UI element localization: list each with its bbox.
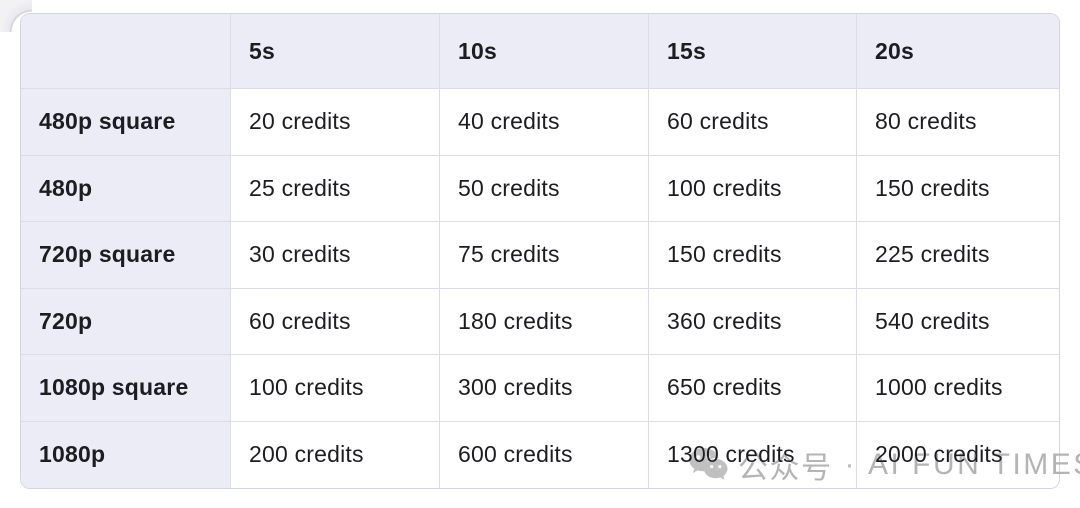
column-header-20s: 20s bbox=[857, 14, 1059, 89]
table-cell: 1000 credits bbox=[857, 355, 1059, 422]
table-cell: 25 credits bbox=[231, 155, 440, 222]
table-cell: 100 credits bbox=[649, 155, 857, 222]
table-cell: 2000 credits bbox=[857, 421, 1059, 488]
table-cell: 20 credits bbox=[231, 89, 440, 156]
column-header-10s: 10s bbox=[440, 14, 649, 89]
row-header-720p: 720p bbox=[21, 288, 231, 355]
column-header-15s: 15s bbox=[649, 14, 857, 89]
column-header-5s: 5s bbox=[231, 14, 440, 89]
table-cell: 150 credits bbox=[649, 222, 857, 289]
table-cell: 60 credits bbox=[231, 288, 440, 355]
table-cell: 40 credits bbox=[440, 89, 649, 156]
row-header-480p-square: 480p square bbox=[21, 89, 231, 156]
table-cell: 50 credits bbox=[440, 155, 649, 222]
table-cell: 300 credits bbox=[440, 355, 649, 422]
table-cell: 80 credits bbox=[857, 89, 1059, 156]
table-cell: 60 credits bbox=[649, 89, 857, 156]
table-cell: 1300 credits bbox=[649, 421, 857, 488]
table-cell: 600 credits bbox=[440, 421, 649, 488]
row-header-1080p: 1080p bbox=[21, 421, 231, 488]
pricing-table: 5s 10s 15s 20s 480p square 20 credits 40… bbox=[20, 13, 1060, 489]
table-cell: 650 credits bbox=[649, 355, 857, 422]
table-cell: 30 credits bbox=[231, 222, 440, 289]
table-cell: 180 credits bbox=[440, 288, 649, 355]
table-cell: 360 credits bbox=[649, 288, 857, 355]
row-header-480p: 480p bbox=[21, 155, 231, 222]
table-cell: 150 credits bbox=[857, 155, 1059, 222]
table-corner-cell bbox=[21, 14, 231, 89]
table-cell: 100 credits bbox=[231, 355, 440, 422]
row-header-1080p-square: 1080p square bbox=[21, 355, 231, 422]
table-cell: 540 credits bbox=[857, 288, 1059, 355]
table-cell: 200 credits bbox=[231, 421, 440, 488]
row-header-720p-square: 720p square bbox=[21, 222, 231, 289]
table-cell: 75 credits bbox=[440, 222, 649, 289]
table-cell: 225 credits bbox=[857, 222, 1059, 289]
